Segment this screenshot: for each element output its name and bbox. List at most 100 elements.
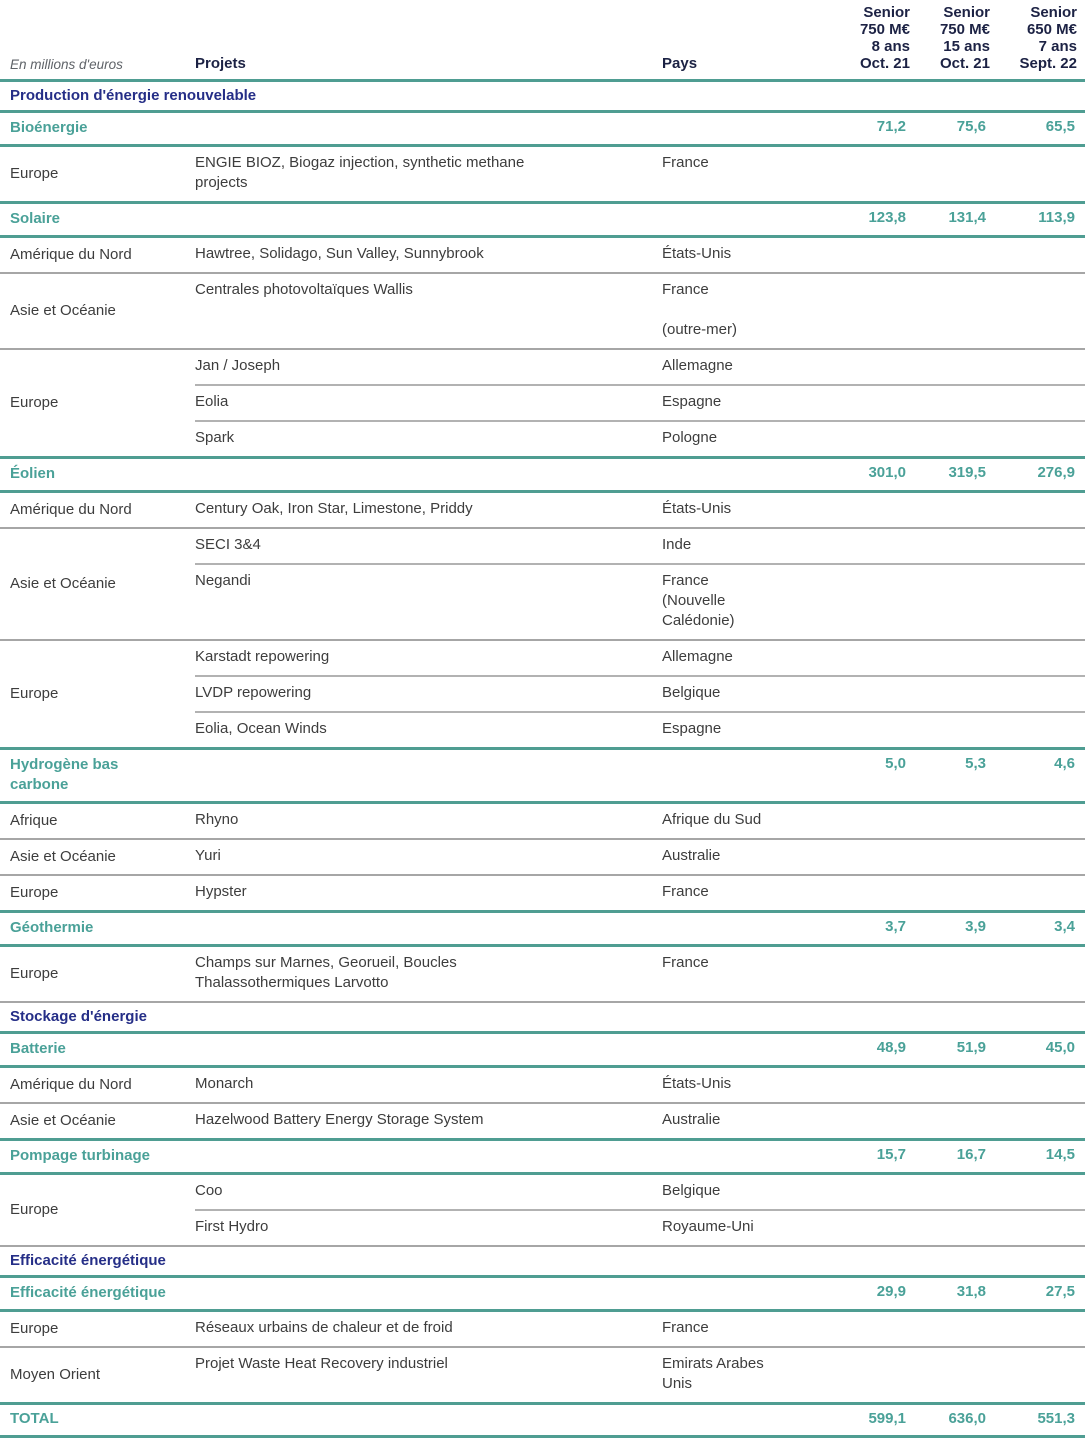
projet-cell: Hawtree, Solidago, Sun Valley, Sunnybroo… [195,245,484,262]
value-cell [910,711,990,749]
region-cell: Europe [0,639,195,749]
bond-name: Senior [863,4,910,21]
region-cell: Europe [10,964,59,982]
value-cell [910,420,990,458]
value-cell [990,639,1085,676]
category-value: 5,0 [830,747,910,804]
category-value: 3,9 [910,910,990,947]
value-cell [910,384,990,421]
bond-tenor: 8 ans [871,38,910,55]
category-row: Hydrogène bas carbone 5,0 5,3 4,6 [0,747,1085,804]
region-cell: Asie et Océanie [0,527,195,640]
value-cell [910,237,990,274]
category-value: 123,8 [830,201,910,238]
value-cell [990,348,1085,385]
category-value: 5,3 [910,747,990,804]
project-row: Moyen Orient Projet Waste Heat Recovery i… [0,1346,1085,1404]
pays-cell: Australie [662,1102,830,1140]
category-value: 3,7 [830,910,910,947]
value-cell [990,420,1085,458]
value-cell [830,946,910,1003]
value-cell [910,1209,990,1246]
category-label: Hydrogène bas carbone [0,747,830,804]
bond-amount: 650 M€ [1026,21,1077,38]
region-cell: Europe [10,1319,59,1337]
value-cell [910,946,990,1003]
category-value: 4,6 [990,747,1085,804]
value-cell [830,492,910,529]
unit-label: En millions d'euros [0,0,195,82]
category-label: Bioénergie [0,110,830,147]
value-cell [990,946,1085,1003]
value-cell [910,803,990,840]
category-value: 16,7 [910,1138,990,1175]
value-cell [910,272,990,349]
total-value: 636,0 [910,1402,990,1438]
project-row: Spark Pologne [0,420,1085,458]
projet-cell: Coo [195,1182,223,1199]
value-cell [830,146,910,203]
value-cell [830,272,910,349]
pays-cell: France (outre-mer) [662,272,830,349]
section-title: Production d'énergie renouvelable [0,79,1085,113]
value-cell [830,874,910,912]
value-cell [910,146,990,203]
category-value: 3,4 [990,910,1085,947]
value-cell [830,348,910,385]
project-row: Eolia Espagne [0,384,1085,421]
section-row: Production d'énergie renouvelable [0,79,1085,113]
value-cell [830,639,910,676]
pays-cell: Inde [662,527,830,564]
value-cell [830,838,910,875]
pays-cell: France [662,874,830,912]
value-cell [990,563,1085,640]
projet-cell: Centrales photovoltaïques Wallis [195,272,662,349]
pays-cell: Emirats Arabes Unis [662,1346,830,1404]
category-value: 14,5 [990,1138,1085,1175]
projet-cell: Projet Waste Heat Recovery industriel [195,1346,662,1404]
bond-name: Senior [1030,4,1077,21]
region-cell: Europe [10,1200,59,1218]
value-cell [830,237,910,274]
bond-date: Oct. 21 [859,55,910,72]
pays-cell: Allemagne [662,639,830,676]
value-cell [910,1067,990,1104]
value-cell [990,384,1085,421]
region-cell: Europe [0,874,195,912]
pays-cell: Australie [662,838,830,875]
section-title: Efficacité énergétique [0,1245,1085,1278]
projet-cell: Jan / Joseph [195,348,662,385]
category-row: Bioénergie 71,2 75,6 65,5 [0,110,1085,147]
projet-cell: SECI 3&4 [195,527,662,564]
category-value: 29,9 [830,1275,910,1312]
project-row: Europe Hypster France [0,874,1085,912]
column-header-bond-3: Senior 650 M€ 7 ans Sept. 22 [990,0,1085,82]
column-header-bond-2: Senior 750 M€ 15 ans Oct. 21 [910,0,990,82]
pays-cell: Belgique [662,1182,721,1199]
value-cell [990,146,1085,203]
value-cell [830,711,910,749]
value-cell [910,492,990,529]
project-row: Amérique du Nord Hawtree, Solidago, Sun V… [0,237,1085,274]
bond-date: Sept. 22 [1019,55,1077,72]
region-cell: Amérique du Nord [10,1075,132,1093]
value-cell [830,1067,910,1104]
value-cell [830,563,910,640]
value-cell [990,874,1085,912]
project-row: Afrique Rhyno Afrique du Sud [0,803,1085,840]
category-value: 15,7 [830,1138,910,1175]
project-row: Asie et Océanie Hazelwood Battery Energy … [0,1102,1085,1140]
projet-cell: Spark [195,420,662,458]
value-cell [990,1311,1085,1348]
pays-cell: Afrique du Sud [662,811,762,828]
value-cell [990,675,1085,712]
projet-cell: Rhyno [195,811,239,828]
pays-cell: États-Unis [662,500,732,517]
projet-cell: Century Oak, Iron Star, Limestone, Pridd… [195,500,473,517]
value-cell [910,838,990,875]
pays-cell: Espagne [662,711,830,749]
category-row: Solaire 123,8 131,4 113,9 [0,201,1085,238]
projet-cell: LVDP repowering [195,675,662,712]
category-label: Batterie [0,1031,830,1068]
